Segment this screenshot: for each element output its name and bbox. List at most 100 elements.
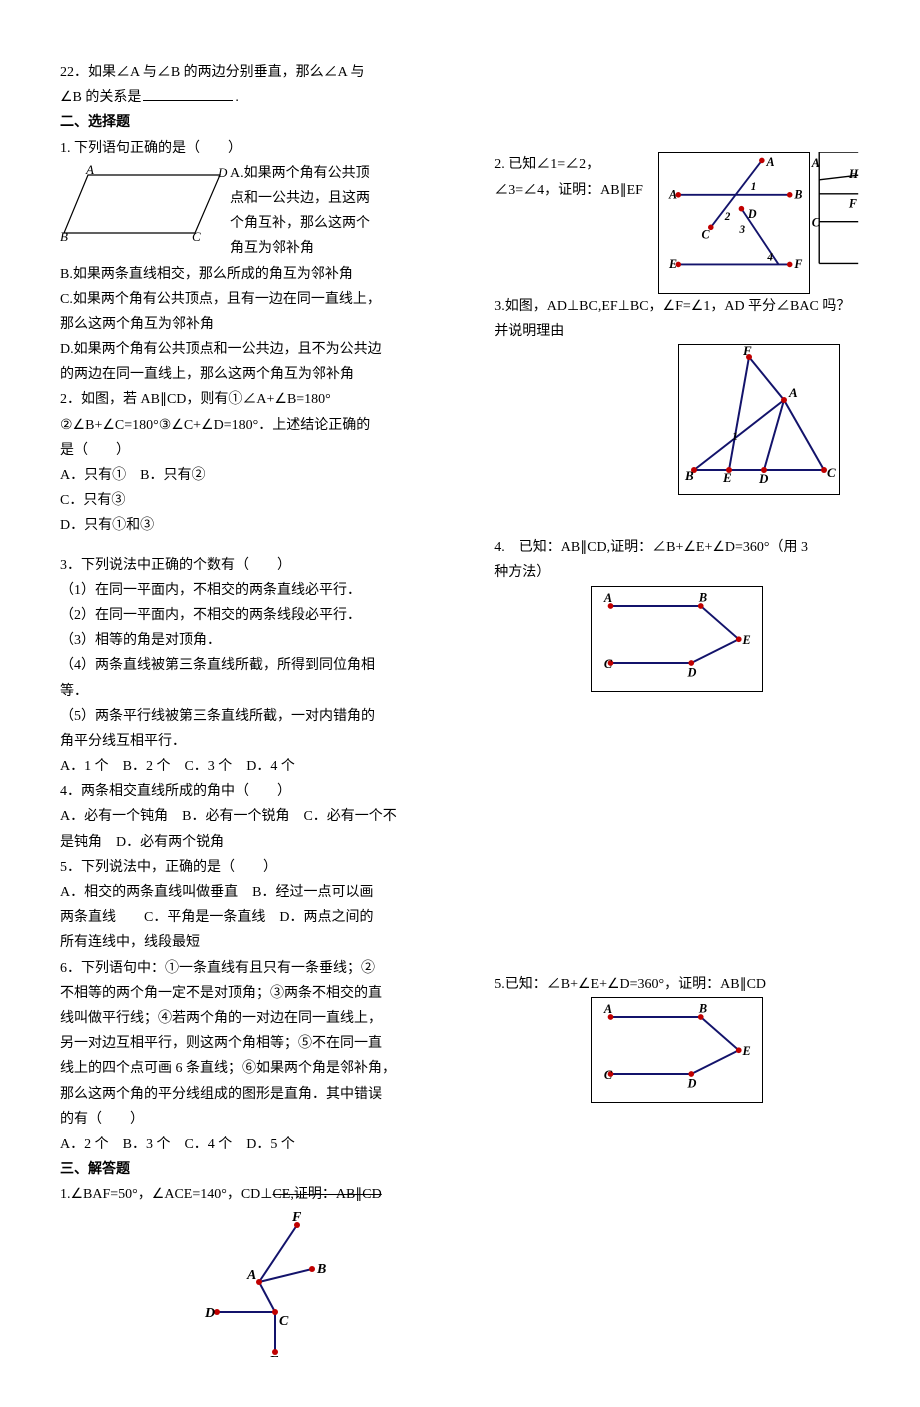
svg-text:B: B <box>793 188 802 202</box>
svg-text:C: C <box>279 1314 289 1329</box>
q1-optD-2: 的两边在同一直线上，那么这两个角互为邻补角 <box>60 362 464 387</box>
sec3-q2: 2. 已知∠1=∠2，∠3=∠4，证明：AB∥EF <box>494 152 654 202</box>
q22-prefix: ∠B 的关系是 <box>60 90 141 105</box>
svg-text:D: D <box>217 165 228 180</box>
q4-l2: 是钝角 D．必有两个锐角 <box>60 830 464 855</box>
svg-text:H: H <box>848 167 859 181</box>
q3-s4b: 等． <box>60 679 464 704</box>
sec3-q4a: 4. 已知：AB∥CD,证明：∠B+∠E+∠D=360°（用 3 <box>494 535 860 560</box>
svg-text:C: C <box>604 656 613 670</box>
q2-optC: C．只有③ <box>60 488 464 513</box>
figure-q3: F A B E D C 1 <box>494 344 860 495</box>
svg-text:E: E <box>742 633 751 647</box>
svg-text:C: C <box>604 1068 613 1082</box>
q2-l1: 2．如图，若 AB∥CD，则有①∠A+∠B=180° <box>60 387 464 412</box>
q6-l4: 另一对边互相平行，则这两个角相等；⑤不在同一直 <box>60 1031 464 1056</box>
strike-text: CE,证明：AB∥CD <box>272 1187 381 1202</box>
svg-text:F: F <box>848 197 857 211</box>
parallelogram-figure: A D B C <box>60 161 230 247</box>
q2-optD: D．只有①和③ <box>60 513 464 538</box>
svg-text:1: 1 <box>751 182 757 194</box>
q3-opts: A．1 个 B．2 个 C．3 个 D．4 个 <box>60 754 464 779</box>
svg-text:D: D <box>687 665 697 679</box>
figure-q4: A B C D E <box>494 586 860 692</box>
q1-optA-1: A.如果两个角有公共顶 <box>230 161 464 186</box>
svg-text:A: A <box>85 165 94 177</box>
svg-text:2: 2 <box>724 211 731 223</box>
q3-s1: （1）在同一平面内，不相交的两条直线必平行． <box>60 578 464 603</box>
svg-text:F: F <box>268 1354 279 1357</box>
q6-l5: 线上的四个点可画 6 条直线；⑥如果两个角是邻补角， <box>60 1056 464 1081</box>
svg-text:F: F <box>291 1210 302 1225</box>
q1-optB: B.如果两条直线相交，那么所成的角互为邻补角 <box>60 262 464 287</box>
svg-text:B: B <box>684 468 694 483</box>
q1-optA-4: 角互为邻补角 <box>230 236 464 261</box>
q6-l2: 不相等的两个角一定不是对顶角；③两条不相交的直 <box>60 981 464 1006</box>
sec3-q4b: 种方法） <box>494 560 860 585</box>
q5-l1: A．相交的两条直线叫做垂直 B．经过一点可以画 <box>60 880 464 905</box>
svg-text:C: C <box>812 216 821 230</box>
q1-optC-2: 那么这两个角互为邻补角 <box>60 312 464 337</box>
svg-text:B: B <box>698 590 707 604</box>
q22-line1: 22．如果∠A 与∠B 的两边分别垂直，那么∠A 与 <box>60 60 860 85</box>
section2-title: 二、选择题 <box>60 110 464 135</box>
q5-l3: 所有连线中，线段最短 <box>60 930 464 955</box>
blank <box>143 100 233 101</box>
svg-text:D: D <box>687 1076 697 1090</box>
svg-text:C: C <box>192 229 201 243</box>
svg-text:F: F <box>793 258 802 272</box>
q5-l2: 两条直线 C．平角是一条直线 D．两点之间的 <box>60 905 464 930</box>
q4-l1: A．必有一个钝角 B．必有一个锐角 C．必有一个不 <box>60 804 464 829</box>
svg-text:D: D <box>758 471 769 485</box>
svg-text:1: 1 <box>732 429 738 443</box>
q6-opts: A．2 个 B．3 个 C．4 个 D．5 个 <box>60 1132 464 1157</box>
svg-text:C: C <box>827 465 836 480</box>
svg-text:B: B <box>698 1001 707 1015</box>
svg-text:D: D <box>204 1306 215 1321</box>
figure-q2: A A B C D E F 1 2 3 4 <box>658 152 810 293</box>
q4-stem: 4．两条相交直线所成的角中（ ） <box>60 779 464 804</box>
q3-stem: 3．下列说法中正确的个数有（ ） <box>60 553 464 578</box>
sec3-q3b: 并说明理由 <box>494 319 860 344</box>
q22-suffix: . <box>235 90 239 105</box>
svg-text:A: A <box>766 155 775 169</box>
svg-text:4: 4 <box>766 252 773 264</box>
section3-title: 三、解答题 <box>60 1157 464 1182</box>
q5-stem: 5．下列说法中，正确的是（ ） <box>60 855 464 880</box>
q3-s5a: （5）两条平行线被第三条直线所截，一对内错角的 <box>60 704 464 729</box>
sec3-q5: 5.已知：∠B+∠E+∠D=360°，证明：AB∥CD <box>494 972 860 997</box>
svg-text:E: E <box>742 1044 751 1058</box>
q3-s5b: 角平分线互相平行． <box>60 729 464 754</box>
svg-text:A: A <box>668 188 677 202</box>
q3-s2: （2）在同一平面内，不相交的两条线段必平行． <box>60 603 464 628</box>
q6-l1: 6．下列语句中：①一条直线有且只有一条垂线；② <box>60 956 464 981</box>
q1-optC-1: C.如果两个角有公共顶点，且有一边在同一直线上， <box>60 287 464 312</box>
svg-text:C: C <box>702 228 711 242</box>
q1-optD-1: D.如果两个角有公共顶点和一公共边，且不为公共边 <box>60 337 464 362</box>
left-column: 二、选择题 1. 下列语句正确的是（ ） A D B C A.如果两个角有公共顶… <box>60 110 464 1366</box>
svg-text:B: B <box>60 229 68 243</box>
svg-text:D: D <box>747 207 757 221</box>
q2-l2: ②∠B+∠C=180°③∠C+∠D=180°．上述结论正确的 <box>60 413 464 438</box>
q6-l3: 线叫做平行线；④若两个角的一对边在同一直线上， <box>60 1006 464 1031</box>
svg-text:F: F <box>742 345 752 358</box>
q1-optA-3: 个角互补，那么这两个 <box>230 211 464 236</box>
q6-l7: 的有（ ） <box>60 1107 464 1132</box>
svg-text:A: A <box>603 1002 612 1016</box>
svg-text:A: A <box>811 156 820 170</box>
svg-text:E: E <box>722 470 732 485</box>
q22-line2: ∠B 的关系是. <box>60 85 860 110</box>
sec3-q1: 1.∠BAF=50°，∠ACE=140°，CD⊥CE,证明：AB∥CD <box>60 1182 464 1207</box>
svg-text:A: A <box>603 591 612 605</box>
sec3-q3a: 3.如图，AD⊥BC,EF⊥BC，∠F=∠1，AD 平分∠BAC 吗？ <box>494 294 860 319</box>
figure-q5: A B C D E <box>494 997 860 1103</box>
figure-f: F A B D C F <box>60 1207 464 1366</box>
q2-l3: 是（ ） <box>60 438 464 463</box>
figure-q2b: A H F C <box>810 152 860 291</box>
q6-l6: 那么这两个角的平分线组成的图形是直角．其中错误 <box>60 1082 464 1107</box>
q1-stem: 1. 下列语句正确的是（ ） <box>60 136 464 161</box>
svg-text:E: E <box>668 258 677 272</box>
q3-s4a: （4）两条直线被第三条直线所截，所得到同位角相 <box>60 653 464 678</box>
right-column: 2. 已知∠1=∠2，∠3=∠4，证明：AB∥EF A A B C D E F … <box>494 110 860 1366</box>
svg-text:A: A <box>246 1268 256 1283</box>
